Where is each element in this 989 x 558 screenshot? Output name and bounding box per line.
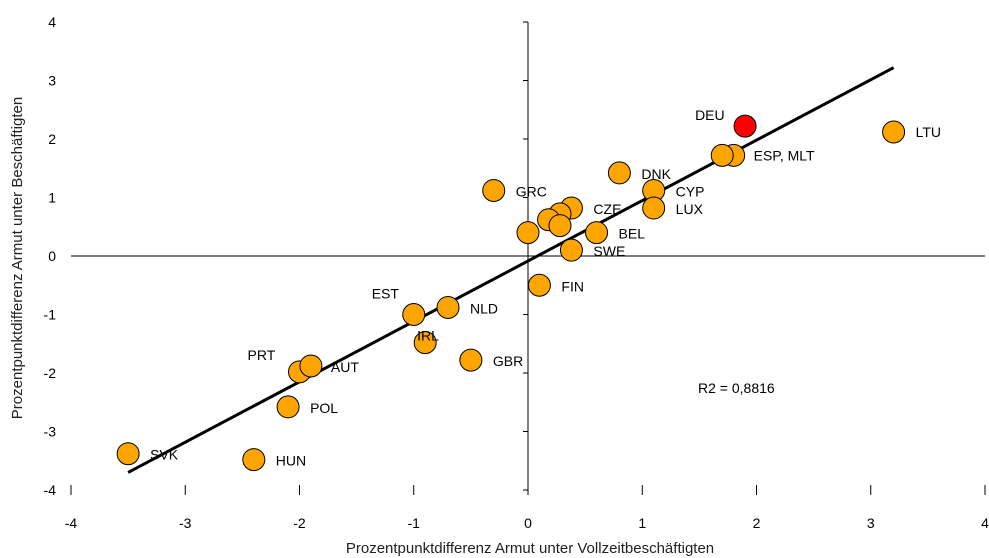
point-label: CZE bbox=[593, 201, 621, 217]
y-tick-label: -3 bbox=[44, 424, 57, 440]
data-point bbox=[436, 295, 460, 319]
point-label: SVK bbox=[150, 447, 179, 463]
point-label: GRC bbox=[516, 183, 547, 199]
point-label: CYP bbox=[676, 183, 705, 199]
point-label: ESP, MLT bbox=[754, 147, 815, 163]
y-axis-ticks: 4 3 2 1 0 -1 -2 -3 -4 bbox=[44, 14, 528, 498]
x-tick-label: -4 bbox=[65, 515, 78, 531]
r-squared-annotation: R2 = 0,8816 bbox=[698, 380, 775, 396]
point-label: PRT bbox=[248, 347, 276, 363]
data-point bbox=[585, 221, 609, 245]
y-tick-label: 3 bbox=[48, 73, 56, 89]
point-label: DEU bbox=[695, 107, 725, 123]
x-tick-label: -3 bbox=[179, 515, 192, 531]
point-label: AUT bbox=[331, 359, 359, 375]
data-point-highlight bbox=[733, 114, 757, 138]
point-label: NLD bbox=[470, 300, 498, 316]
data-point bbox=[516, 221, 540, 245]
data-point bbox=[299, 354, 323, 378]
y-tick-label: -2 bbox=[44, 365, 57, 381]
x-tick-label: 2 bbox=[753, 515, 761, 531]
data-point bbox=[482, 178, 506, 202]
data-point bbox=[710, 143, 734, 167]
x-axis-title: Prozentpunktdifferenz Armut unter Vollze… bbox=[346, 540, 714, 557]
y-axis-title: Prozentpunktdifferenz Armut unter Beschä… bbox=[9, 97, 26, 419]
data-point bbox=[882, 120, 906, 144]
y-tick-label: -4 bbox=[44, 482, 57, 498]
data-point bbox=[402, 303, 426, 326]
point-label: HUN bbox=[276, 453, 306, 469]
point-label: LTU bbox=[916, 124, 941, 140]
point-label: SWE bbox=[593, 243, 625, 259]
y-tick-label: 1 bbox=[48, 190, 56, 206]
data-point bbox=[548, 214, 572, 238]
x-tick-label: 1 bbox=[638, 515, 646, 531]
point-label: EST bbox=[372, 286, 400, 302]
data-point bbox=[527, 273, 551, 297]
x-tick-label: 0 bbox=[524, 515, 532, 531]
y-tick-label: 4 bbox=[48, 14, 56, 30]
point-label: LUX bbox=[676, 201, 704, 217]
data-point bbox=[116, 442, 140, 466]
data-point bbox=[459, 348, 483, 372]
y-tick-label: 0 bbox=[48, 248, 56, 264]
y-tick-label: -1 bbox=[44, 307, 57, 323]
x-tick-label: 3 bbox=[867, 515, 875, 531]
y-tick-label: 2 bbox=[48, 131, 56, 147]
data-point bbox=[607, 161, 631, 185]
point-label: IRL bbox=[417, 328, 439, 344]
data-point bbox=[559, 238, 583, 262]
x-tick-label: -2 bbox=[293, 515, 306, 531]
point-label: POL bbox=[310, 400, 338, 416]
x-tick-label: -1 bbox=[408, 515, 421, 531]
data-point bbox=[413, 331, 437, 355]
point-label: DNK bbox=[641, 166, 671, 182]
point-label: GBR bbox=[493, 353, 523, 369]
trend-line bbox=[127, 66, 895, 474]
point-label: BEL bbox=[619, 226, 646, 242]
x-tick-label: 4 bbox=[981, 515, 989, 531]
point-label: FIN bbox=[561, 278, 584, 294]
data-point bbox=[242, 448, 266, 472]
x-axis-ticks: -4 -3 -2 -1 0 1 2 3 4 bbox=[65, 485, 989, 531]
data-point bbox=[276, 395, 300, 419]
data-point bbox=[642, 196, 666, 220]
